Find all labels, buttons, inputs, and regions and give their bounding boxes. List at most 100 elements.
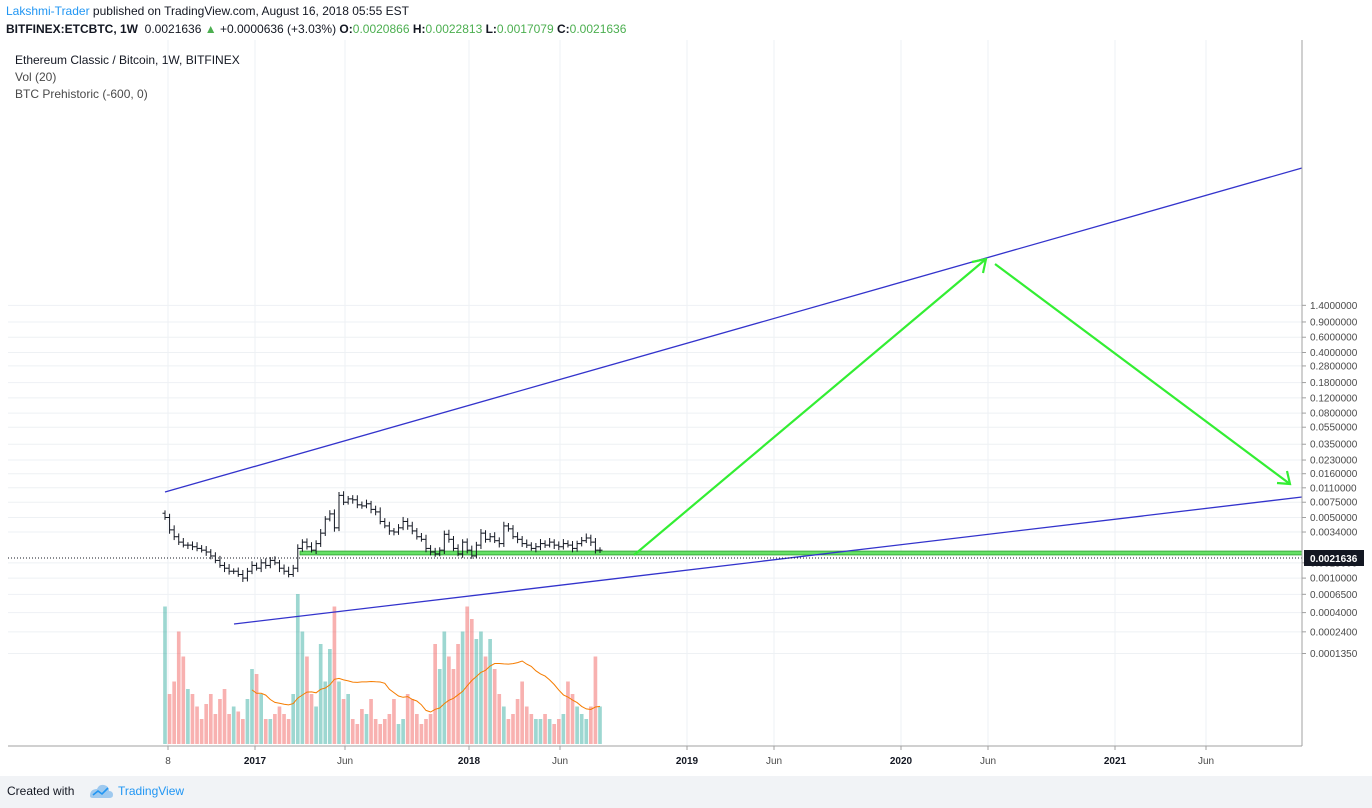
volume-bar	[502, 706, 506, 744]
close-label: C:	[557, 22, 570, 36]
volume-bar	[314, 706, 318, 744]
volume-bar	[364, 714, 369, 744]
price-chart[interactable]: 1.4000000 0.9000000 0.6000000 0.4000000 0.28…	[0, 40, 1372, 776]
time-tick-label: Jun	[766, 756, 782, 767]
volume-bar	[341, 699, 346, 744]
last-price-badge	[1304, 550, 1364, 566]
volume-bar	[575, 706, 579, 744]
volume-bar	[208, 694, 213, 744]
volume-bar	[479, 631, 483, 744]
volume-bar	[547, 719, 552, 744]
volume-bar	[419, 724, 424, 744]
high-label: H:	[412, 22, 426, 36]
volume-bar	[378, 724, 383, 744]
volume-bar	[589, 706, 593, 744]
volume-bar	[451, 669, 456, 744]
price-tick-label: 0.0075000	[1310, 498, 1358, 509]
legend-volume: Vol (20)	[15, 70, 57, 84]
up-arrowhead	[971, 257, 988, 274]
volume-bar	[515, 699, 520, 744]
volume-bar	[488, 639, 492, 744]
volume-bar	[392, 699, 396, 744]
volume-bar	[337, 681, 341, 744]
price-tick-label: 0.0034000	[1310, 528, 1358, 539]
volume-bar	[570, 694, 575, 744]
upper-trendline[interactable]	[164, 167, 1303, 493]
tradingview-logo-icon[interactable]	[88, 782, 114, 800]
volume-bar	[227, 714, 231, 744]
up-projection-arrow[interactable]	[633, 258, 987, 556]
author-link[interactable]: Lakshmi-Trader	[6, 4, 90, 18]
volume-bar	[309, 694, 314, 744]
down-projection-arrow[interactable]	[994, 263, 1291, 485]
volume-bar	[401, 719, 405, 744]
time-tick-label: Jun	[337, 756, 353, 767]
volume-bar	[273, 714, 277, 744]
volume-bar	[305, 656, 309, 744]
volume-bar	[456, 644, 460, 744]
volume-bar	[497, 694, 502, 744]
down-arrowhead	[1276, 470, 1292, 486]
time-tick-label: 2021	[1104, 756, 1127, 767]
volume-bar	[534, 719, 538, 744]
volume-bar	[204, 704, 209, 744]
volume-bar	[328, 649, 332, 744]
volume-bar	[263, 719, 268, 744]
volume-bar	[218, 699, 222, 744]
volume-bar	[186, 689, 190, 744]
price-tick-label: 1.4000000	[1310, 301, 1358, 312]
volume-bar	[195, 706, 199, 744]
volume-bar	[369, 699, 373, 744]
price-axis[interactable]: 1.4000000 0.9000000 0.6000000 0.4000000 0.28…	[1302, 301, 1358, 660]
volume-bar	[190, 694, 195, 744]
volume-bar	[511, 714, 515, 744]
price-tick-label: 0.9000000	[1310, 317, 1358, 328]
price-tick-label: 0.0002400	[1310, 627, 1358, 638]
price-tick-label: 0.1200000	[1310, 393, 1358, 404]
volume-bar	[584, 719, 589, 744]
legend-indicator: BTC Prehistoric (-600, 0)	[15, 87, 148, 101]
volume-bar	[552, 724, 557, 744]
volume-bar	[433, 644, 437, 744]
price-tick-label: 0.0050000	[1310, 513, 1358, 524]
price-tick-label: 0.2800000	[1310, 361, 1358, 372]
legend-title: Ethereum Classic / Bitcoin, 1W, BITFINEX	[15, 53, 240, 67]
volume-bar	[355, 724, 360, 744]
volume-bar	[300, 631, 305, 744]
publish-text: published on TradingView.com, August 16,…	[92, 4, 409, 18]
support-zone[interactable]	[299, 550, 1303, 556]
volume-bar	[259, 694, 263, 744]
lower-trendline[interactable]	[233, 496, 1303, 625]
volume-bar	[360, 709, 364, 744]
volume-bar	[415, 714, 419, 744]
volume-bar	[254, 674, 259, 744]
time-tick-label: 2020	[890, 756, 913, 767]
volume-bar	[286, 719, 291, 744]
price-tick-label: 0.0010000	[1310, 574, 1358, 585]
volume-bar	[566, 681, 570, 744]
volume-bar	[465, 606, 470, 744]
volume-bar	[442, 631, 447, 744]
volume-bar	[474, 639, 479, 744]
projection-arrows[interactable]	[633, 257, 1292, 556]
volume-bar	[213, 714, 218, 744]
volume-bar	[579, 714, 584, 744]
low-value: 0.0017079	[496, 22, 554, 36]
volume-bar	[382, 719, 387, 744]
last-price: 0.0021636	[144, 22, 202, 36]
price-tick-label: 0.0550000	[1310, 423, 1358, 434]
volume-bar	[167, 694, 172, 744]
volume-bar	[396, 724, 401, 744]
tradingview-brand-link[interactable]: TradingView	[118, 784, 185, 798]
volume-bar	[437, 669, 442, 744]
time-axis[interactable]: 8 2017 Jun 2018 Jun 2019 Jun 2020 Jun 2021 Jun	[165, 746, 1214, 767]
price-tick-label: 0.1800000	[1310, 378, 1358, 389]
ohlc-bar	[597, 547, 603, 553]
price-tick-label: 0.0001350	[1310, 649, 1358, 660]
volume-bar	[176, 631, 181, 744]
volume-bar	[405, 694, 410, 744]
volume-bar	[291, 694, 296, 744]
up-arrow-icon: ▲	[204, 22, 217, 36]
volume-bar	[250, 669, 254, 744]
price-tick-label: 0.4000000	[1310, 348, 1358, 359]
